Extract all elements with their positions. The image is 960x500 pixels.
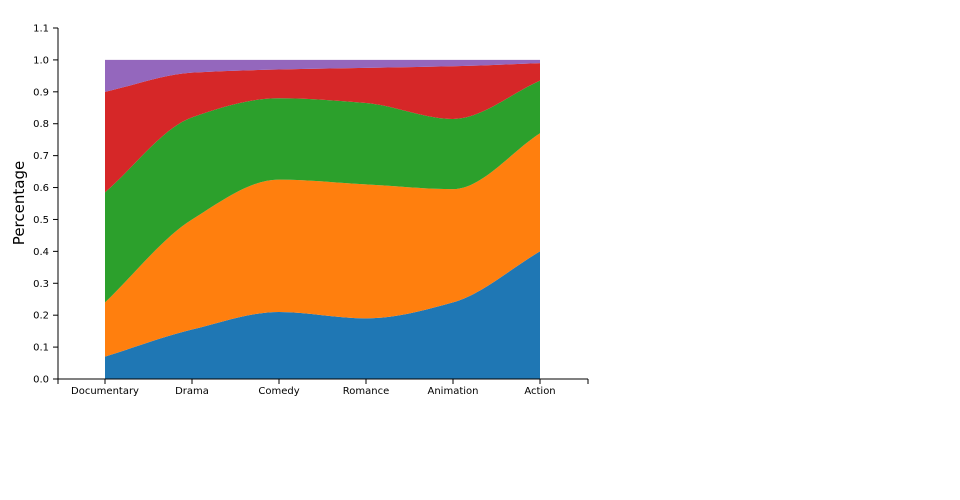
- x-tick-label: Drama: [175, 386, 209, 397]
- y-tick-label: 0.0: [33, 375, 49, 386]
- y-tick-label: 0.3: [33, 279, 49, 290]
- area-layer-4: [105, 63, 540, 193]
- y-tick-label: 0.9: [33, 87, 49, 98]
- x-axis: Documentary Drama Comedy Romance Animation Ac…: [57, 378, 589, 397]
- area-layer-2: [105, 133, 540, 357]
- y-tick-label: 0.4: [33, 247, 49, 258]
- area-layer-5: [105, 59, 540, 92]
- x-tick-label: Documentary: [71, 386, 139, 397]
- y-tick-label: 0.8: [33, 119, 49, 130]
- area-layers: [105, 59, 540, 379]
- y-tick-label: 0.7: [33, 151, 49, 162]
- x-tick-label: Animation: [428, 386, 479, 397]
- y-tick-label: 0.1: [33, 343, 49, 354]
- x-tick-label: Romance: [343, 386, 389, 397]
- y-axis-title: Percentage: [10, 161, 28, 245]
- y-tick-label: 1.0: [33, 55, 49, 66]
- x-tick-label: Comedy: [258, 386, 299, 397]
- y-tick-label: 0.2: [33, 311, 49, 322]
- x-tick-label: Action: [524, 386, 555, 397]
- y-tick-label: 0.6: [33, 183, 49, 194]
- y-axis: 0.0 0.1 0.2 0.3 0.4 0.5 0.6 0.7 0.8 0.9 1.0 1.1: [33, 24, 59, 386]
- y-tick-label: 0.5: [33, 215, 49, 226]
- y-tick-label: 1.1: [33, 24, 49, 35]
- area-layer-3: [105, 80, 540, 303]
